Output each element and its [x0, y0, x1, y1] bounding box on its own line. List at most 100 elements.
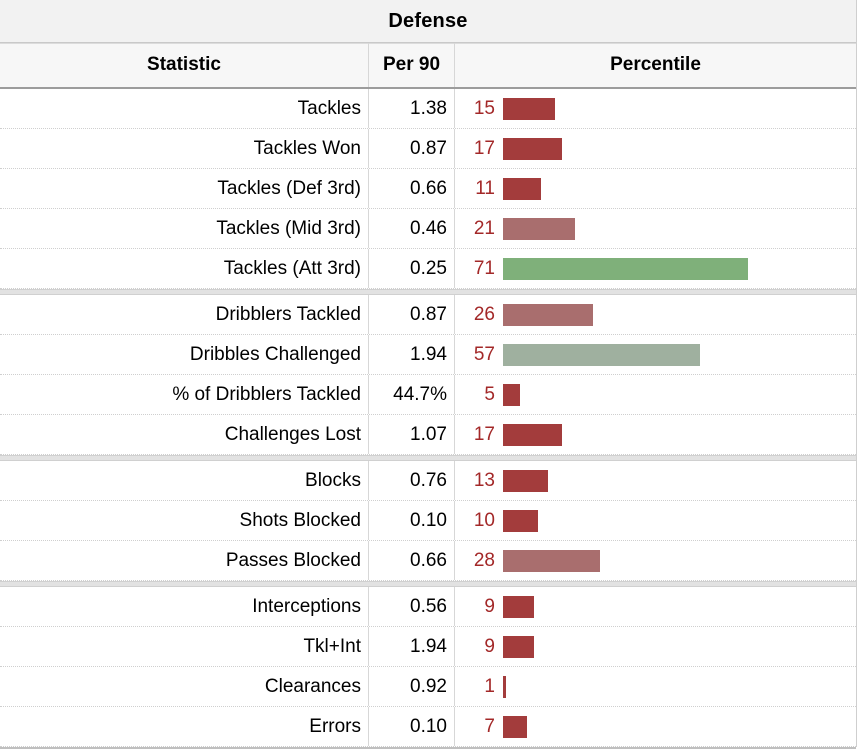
stat-name: Clearances	[0, 667, 369, 706]
percentile-bar-track	[503, 424, 803, 446]
percentile-cell: 11	[455, 169, 856, 208]
percentile-cell: 5	[455, 375, 856, 414]
stat-name: Dribbles Challenged	[0, 335, 369, 374]
table-row: Errors 0.10 7	[0, 707, 856, 747]
table-row: Dribblers Tackled 0.87 26	[0, 295, 856, 335]
percentile-cell: 9	[455, 627, 856, 666]
table-row: Passes Blocked 0.66 28	[0, 541, 856, 581]
percentile-bar	[503, 716, 527, 738]
percentile-bar	[503, 510, 538, 532]
per90-value: 0.10	[369, 501, 455, 540]
percentile-value: 28	[473, 549, 495, 571]
percentile-cell: 13	[455, 461, 856, 500]
header-per90[interactable]: Per 90	[369, 43, 455, 87]
percentile-bar-track	[503, 596, 803, 618]
percentile-value: 17	[473, 137, 495, 159]
per90-value: 0.56	[369, 587, 455, 626]
bottom-rule	[0, 747, 856, 749]
percentile-bar-track	[503, 218, 803, 240]
per90-value: 0.66	[369, 541, 455, 580]
percentile-bar-track	[503, 676, 803, 698]
per90-value: 0.10	[369, 707, 455, 746]
stat-name: Tackles (Att 3rd)	[0, 249, 369, 288]
per90-value: 44.7%	[369, 375, 455, 414]
table-row: Interceptions 0.56 9	[0, 587, 856, 627]
table-row: Dribbles Challenged 1.94 57	[0, 335, 856, 375]
stat-name: Interceptions	[0, 587, 369, 626]
header-statistic[interactable]: Statistic	[0, 43, 369, 87]
percentile-bar-track	[503, 258, 803, 280]
percentile-value: 15	[473, 97, 495, 119]
table-header: Statistic Per 90 Percentile	[0, 43, 856, 89]
percentile-bar-track	[503, 510, 803, 532]
table-caption: Defense	[0, 0, 856, 43]
percentile-cell: 28	[455, 541, 856, 580]
table-row: Clearances 0.92 1	[0, 667, 856, 707]
percentile-bar-track	[503, 550, 803, 572]
percentile-value: 57	[473, 343, 495, 365]
percentile-bar-track	[503, 138, 803, 160]
stat-name: Errors	[0, 707, 369, 746]
percentile-bar	[503, 178, 541, 200]
stat-name: Blocks	[0, 461, 369, 500]
percentile-bar	[503, 550, 600, 572]
group-separator	[0, 289, 856, 295]
percentile-value: 71	[473, 257, 495, 279]
percentile-bar	[503, 636, 534, 658]
stat-name: Tackles (Def 3rd)	[0, 169, 369, 208]
table-row: Tackles (Def 3rd) 0.66 11	[0, 169, 856, 209]
table-row: Tackles (Att 3rd) 0.25 71	[0, 249, 856, 289]
header-percentile[interactable]: Percentile	[610, 54, 701, 75]
percentile-value: 26	[473, 303, 495, 325]
percentile-bar	[503, 470, 548, 492]
table-row: Tackles (Mid 3rd) 0.46 21	[0, 209, 856, 249]
percentile-cell: 21	[455, 209, 856, 248]
percentile-bar	[503, 138, 562, 160]
table-row: % of Dribblers Tackled 44.7% 5	[0, 375, 856, 415]
percentile-bar-track	[503, 716, 803, 738]
table-row: Tackles Won 0.87 17	[0, 129, 856, 169]
per90-value: 0.25	[369, 249, 455, 288]
group-separator	[0, 581, 856, 587]
percentile-bar-track	[503, 636, 803, 658]
stat-name: Tackles	[0, 89, 369, 128]
percentile-value: 13	[473, 469, 495, 491]
percentile-bar	[503, 218, 575, 240]
percentile-bar-track	[503, 384, 803, 406]
percentile-cell: 71	[455, 249, 856, 288]
per90-value: 1.38	[369, 89, 455, 128]
percentile-bar	[503, 344, 700, 366]
table-row: Challenges Lost 1.07 17	[0, 415, 856, 455]
stat-name: Passes Blocked	[0, 541, 369, 580]
stat-name: Tackles (Mid 3rd)	[0, 209, 369, 248]
percentile-value: 9	[484, 595, 495, 617]
stat-name: Challenges Lost	[0, 415, 369, 454]
per90-value: 1.94	[369, 627, 455, 666]
stat-name: Shots Blocked	[0, 501, 369, 540]
percentile-cell: 17	[455, 129, 856, 168]
table-row: Tackles 1.38 15	[0, 89, 856, 129]
percentile-cell: 7	[455, 707, 856, 746]
percentile-bar	[503, 304, 593, 326]
percentile-bar	[503, 596, 534, 618]
percentile-cell: 9	[455, 587, 856, 626]
percentile-cell: 10	[455, 501, 856, 540]
percentile-bar	[503, 258, 748, 280]
percentile-bar-track	[503, 470, 803, 492]
per90-value: 1.07	[369, 415, 455, 454]
percentile-value: 10	[473, 509, 495, 531]
percentile-value: 1	[484, 675, 495, 697]
stat-name: Dribblers Tackled	[0, 295, 369, 334]
stat-name: Tackles Won	[0, 129, 369, 168]
percentile-cell: 17	[455, 415, 856, 454]
percentile-cell: 57	[455, 335, 856, 374]
percentile-bar-track	[503, 98, 803, 120]
per90-value: 0.76	[369, 461, 455, 500]
per90-value: 0.92	[369, 667, 455, 706]
percentile-bar	[503, 384, 520, 406]
percentile-bar-track	[503, 304, 803, 326]
table-row: Shots Blocked 0.10 10	[0, 501, 856, 541]
group-separator	[0, 455, 856, 461]
percentile-value: 9	[484, 635, 495, 657]
table-body: Tackles 1.38 15 Tackles Won 0.87 17 Tackles (D…	[0, 89, 856, 747]
